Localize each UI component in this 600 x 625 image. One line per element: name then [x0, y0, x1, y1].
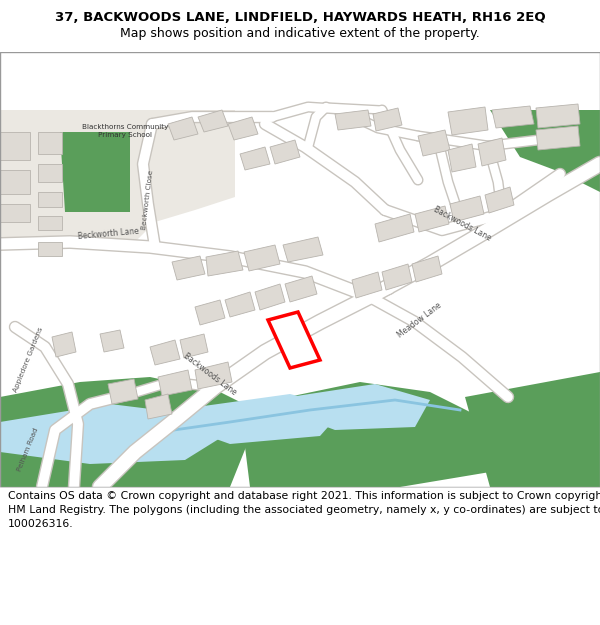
Text: Meadow Lane: Meadow Lane: [396, 301, 444, 339]
Polygon shape: [0, 132, 30, 160]
Polygon shape: [448, 144, 476, 172]
Polygon shape: [195, 300, 225, 325]
Polygon shape: [206, 251, 243, 276]
Polygon shape: [38, 132, 62, 154]
Polygon shape: [172, 256, 205, 280]
Polygon shape: [244, 245, 280, 271]
Polygon shape: [100, 330, 124, 352]
Polygon shape: [150, 340, 180, 365]
Text: Backwoods Lane: Backwoods Lane: [432, 205, 492, 243]
Text: Beckworth Lane: Beckworth Lane: [77, 227, 139, 241]
Polygon shape: [283, 237, 323, 262]
Polygon shape: [415, 206, 449, 232]
Polygon shape: [536, 104, 580, 128]
Polygon shape: [38, 164, 62, 182]
Polygon shape: [195, 362, 232, 389]
Text: Backwoods Lane: Backwoods Lane: [182, 351, 238, 397]
Text: Contains OS data © Crown copyright and database right 2021. This information is : Contains OS data © Crown copyright and d…: [8, 491, 600, 529]
Polygon shape: [418, 130, 450, 156]
Polygon shape: [0, 377, 260, 487]
Polygon shape: [373, 108, 402, 131]
Polygon shape: [465, 372, 600, 487]
Polygon shape: [180, 334, 208, 358]
Text: Map shows position and indicative extent of the property.: Map shows position and indicative extent…: [120, 26, 480, 39]
Polygon shape: [490, 110, 600, 192]
Polygon shape: [38, 242, 62, 256]
Polygon shape: [60, 132, 130, 212]
Text: 37, BACKWOODS LANE, LINDFIELD, HAYWARDS HEATH, RH16 2EQ: 37, BACKWOODS LANE, LINDFIELD, HAYWARDS …: [55, 11, 545, 24]
Polygon shape: [268, 312, 320, 368]
Polygon shape: [0, 110, 235, 247]
Polygon shape: [228, 117, 258, 140]
Polygon shape: [175, 394, 345, 444]
Polygon shape: [412, 256, 442, 282]
Polygon shape: [52, 332, 76, 357]
Polygon shape: [270, 140, 300, 164]
Text: Blackthorns Community
Primary School: Blackthorns Community Primary School: [82, 124, 168, 138]
Polygon shape: [168, 117, 198, 140]
Polygon shape: [145, 394, 172, 419]
Polygon shape: [0, 170, 30, 194]
Polygon shape: [285, 276, 317, 302]
Polygon shape: [335, 110, 371, 130]
Polygon shape: [0, 404, 230, 464]
Polygon shape: [448, 107, 488, 135]
Polygon shape: [536, 126, 580, 150]
Polygon shape: [352, 272, 382, 298]
Text: Beckworth Close: Beckworth Close: [142, 170, 155, 230]
Polygon shape: [382, 264, 412, 290]
Polygon shape: [225, 292, 255, 317]
Polygon shape: [478, 138, 506, 166]
Polygon shape: [485, 187, 514, 213]
Text: Pelham Road: Pelham Road: [16, 428, 40, 472]
Polygon shape: [290, 384, 430, 430]
Polygon shape: [108, 379, 138, 404]
Polygon shape: [375, 214, 414, 242]
Polygon shape: [492, 106, 534, 128]
Polygon shape: [0, 204, 30, 222]
Polygon shape: [240, 147, 270, 170]
Polygon shape: [255, 284, 285, 310]
Polygon shape: [450, 196, 484, 222]
Polygon shape: [158, 370, 192, 396]
Polygon shape: [240, 382, 490, 487]
Polygon shape: [38, 192, 62, 207]
Text: Appledore Gardens: Appledore Gardens: [12, 327, 44, 393]
Polygon shape: [38, 216, 62, 230]
Polygon shape: [198, 110, 228, 132]
